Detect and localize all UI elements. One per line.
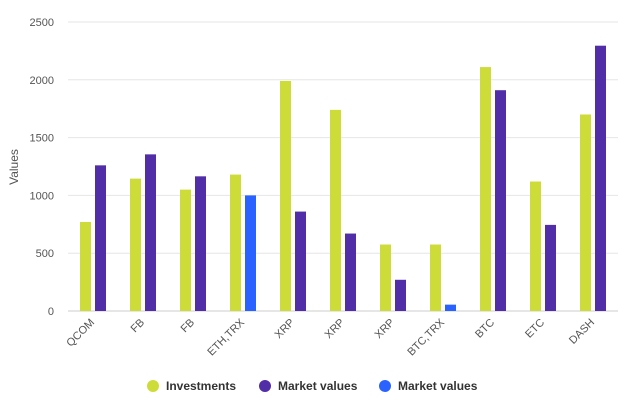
bar-market-values-xrp[interactable] — [395, 279, 406, 311]
bar-market-values-xrp[interactable] — [295, 211, 306, 311]
y-tick-label: 1000 — [30, 190, 54, 202]
gridlines — [68, 21, 618, 312]
x-tick-label: XRP — [373, 317, 397, 341]
bar-investments-qcom[interactable] — [80, 221, 91, 311]
y-axis-label: Values — [7, 149, 21, 185]
legend-marker[interactable] — [259, 380, 271, 392]
bars — [80, 45, 606, 312]
y-tick-label: 2500 — [30, 17, 54, 29]
y-tick-label: 500 — [36, 248, 54, 260]
bar-investments-etc[interactable] — [530, 181, 541, 311]
bar-market-values-qcom[interactable] — [95, 165, 106, 311]
y-tick-label: 1500 — [30, 133, 54, 145]
bar-market-values-btc-trx[interactable] — [445, 304, 456, 311]
x-axis-ticks: QCOM FB FB ETH,TRX XRP XRP XRP BTC,TRX BTC ETC DAS… — [64, 316, 597, 358]
bar-investments-btc[interactable] — [480, 67, 491, 311]
bar-market-values-fb[interactable] — [145, 154, 156, 311]
x-tick-label: XRP — [323, 317, 347, 341]
x-tick-label: FB — [129, 317, 147, 335]
bar-investments-xrp[interactable] — [380, 244, 391, 311]
x-tick-label: XRP — [273, 317, 297, 341]
x-tick-label: FB — [179, 317, 197, 335]
x-tick-label: ETC — [523, 317, 547, 341]
bar-market-values-etc[interactable] — [545, 224, 556, 311]
legend: Investments Market values Market values — [147, 379, 478, 393]
bar-investments-btc-trx[interactable] — [430, 244, 441, 311]
bar-market-values-xrp[interactable] — [345, 233, 356, 311]
bar-investments-eth-trx[interactable] — [230, 174, 241, 311]
y-axis-ticks: 0 500 1000 1500 2000 2500 — [30, 17, 54, 318]
legend-marker[interactable] — [147, 380, 159, 392]
bar-investments-fb[interactable] — [130, 178, 141, 311]
bar-investments-xrp[interactable] — [280, 80, 291, 312]
x-tick-label: ETH,TRX — [205, 316, 247, 358]
bar-market-values-eth-trx[interactable] — [245, 195, 256, 311]
legend-label[interactable]: Market values — [278, 379, 358, 393]
legend-marker[interactable] — [379, 380, 391, 392]
bar-market-values-btc[interactable] — [495, 90, 506, 311]
legend-label[interactable]: Investments — [166, 379, 236, 393]
y-tick-label: 2000 — [30, 75, 54, 87]
x-tick-label: QCOM — [64, 317, 97, 350]
bar-market-values-fb[interactable] — [195, 176, 206, 311]
legend-label[interactable]: Market values — [398, 379, 478, 393]
bar-market-values-dash[interactable] — [595, 45, 606, 311]
y-tick-label: 0 — [48, 306, 54, 318]
x-tick-label: DASH — [567, 317, 597, 347]
bar-investments-dash[interactable] — [580, 114, 591, 311]
bar-investments-fb[interactable] — [180, 189, 191, 311]
bar-investments-xrp[interactable] — [330, 109, 341, 311]
x-tick-label: BTC,TRX — [405, 316, 447, 358]
x-tick-label: BTC — [473, 317, 497, 341]
